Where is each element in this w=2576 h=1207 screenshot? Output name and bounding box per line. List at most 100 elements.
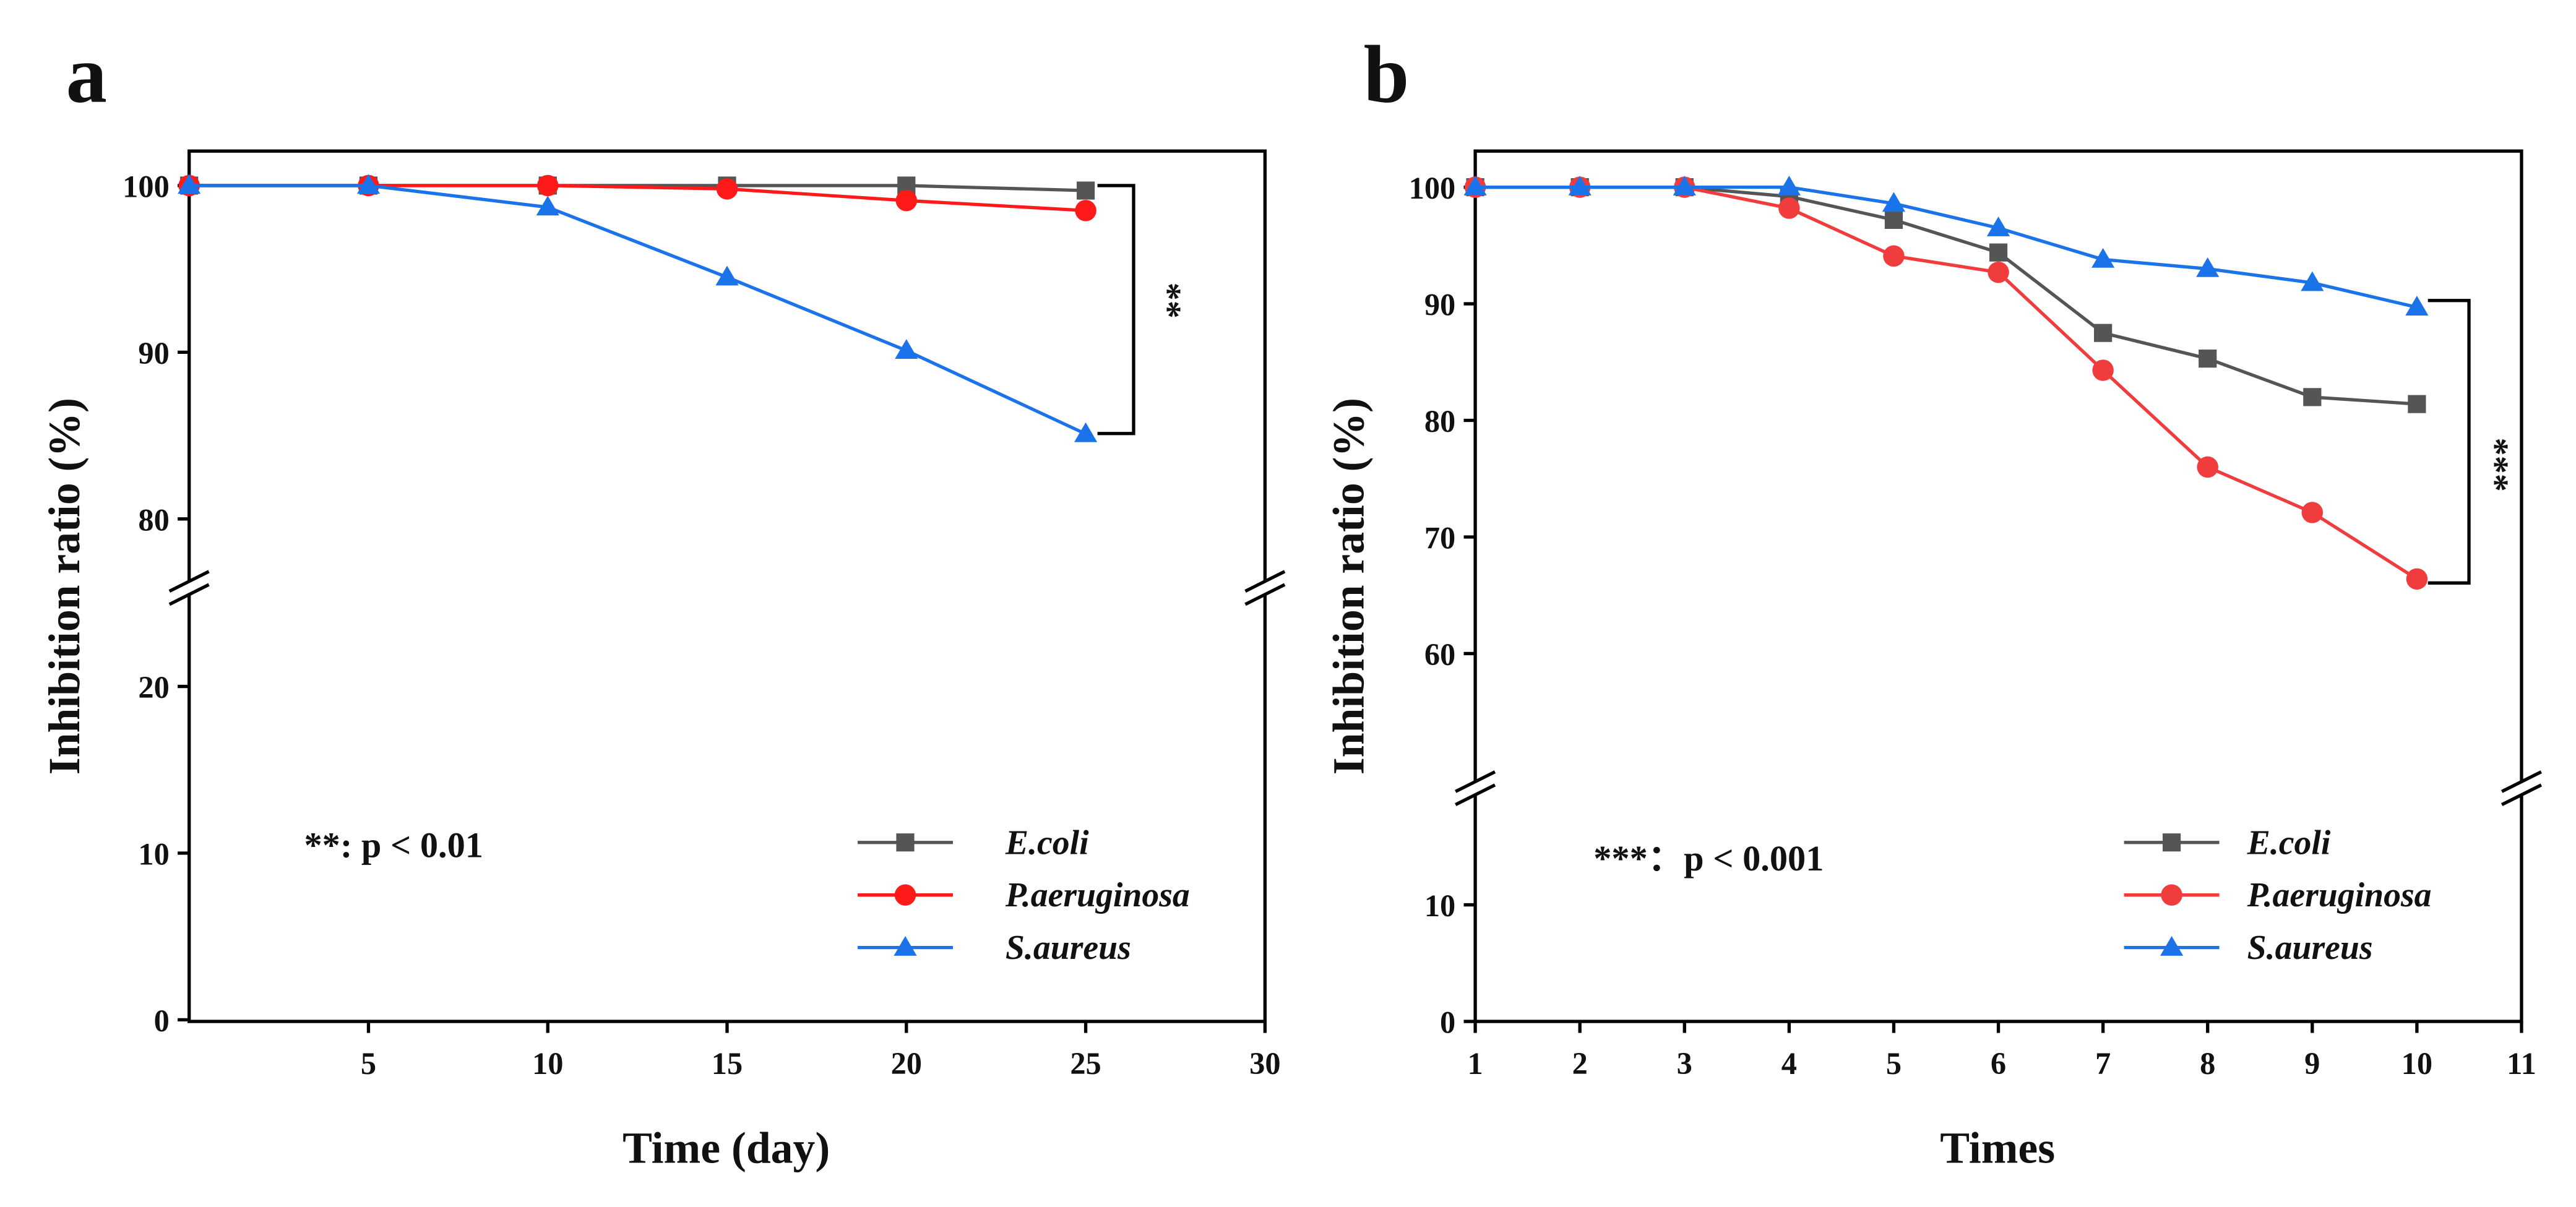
x-tick-label: 11	[2507, 1046, 2536, 1081]
y-tick-label: 80	[1424, 404, 1455, 439]
legend-label: S.aureus	[2247, 929, 2373, 967]
x-tick-label: 1	[1467, 1046, 1483, 1081]
data-point-triangle	[1673, 176, 1696, 195]
data-point-triangle	[1882, 192, 1906, 212]
data-point-circle	[2301, 502, 2324, 523]
series-line-s-aureus	[1475, 185, 2418, 309]
legend-marker-circle	[2161, 884, 2182, 906]
significance-bracket	[1097, 184, 1135, 436]
axis-break-mark	[2501, 783, 2543, 807]
y-axis-label-b: Inhibition ratio (%)	[1324, 398, 1374, 775]
y-tick-label: 100	[1409, 171, 1456, 205]
data-point-square	[2303, 388, 2322, 406]
data-point-triangle	[2301, 271, 2324, 291]
data-point-circle	[536, 174, 559, 197]
legend-label: P.aeruginosa	[2247, 876, 2432, 914]
legend-label: S.aureus	[1006, 929, 1131, 967]
x-tick-label: 5	[361, 1046, 376, 1081]
data-point-square	[1884, 210, 1903, 229]
bracket-stars-b: ***	[2476, 437, 2516, 492]
axis-break-mark	[1455, 770, 1496, 793]
data-point-circle	[1778, 197, 1800, 219]
data-point-circle	[1988, 261, 2009, 283]
data-point-circle	[1883, 245, 1905, 267]
y-tick-label: 0	[154, 1003, 170, 1038]
data-point-triangle	[2196, 257, 2220, 277]
data-point-circle	[2092, 359, 2114, 381]
y-tick-label: 60	[1424, 637, 1455, 672]
x-axis-label-b: Times	[1940, 1123, 2055, 1172]
data-point-triangle	[1568, 176, 1592, 195]
panel-a-chart: a Time (day) Inhibition ratio (%) **: p …	[40, 29, 1286, 1172]
x-tick-label: 2	[1572, 1046, 1588, 1081]
data-point-circle	[716, 178, 738, 200]
y-tick-label: 70	[1424, 521, 1455, 556]
legend-label: E.coli	[2247, 823, 2331, 862]
y-tick-label: 90	[1424, 288, 1455, 322]
bracket-stars-a: **	[1148, 283, 1189, 319]
y-tick-label: 100	[123, 170, 170, 204]
series-line-p-aeruginosa	[189, 184, 1086, 213]
x-tick-label: 7	[2095, 1046, 2111, 1081]
y-tick-label: 0	[1440, 1005, 1455, 1040]
data-point-triangle	[715, 265, 739, 286]
data-point-triangle	[2091, 247, 2115, 268]
significance-bracket	[2427, 299, 2471, 585]
significance-note-b: ***：p < 0.001	[1593, 838, 1824, 878]
series-line-e-coli	[1475, 185, 2418, 406]
y-tick-label: 10	[138, 837, 169, 872]
x-tick-label: 8	[2200, 1046, 2215, 1081]
x-tick-label: 20	[891, 1046, 922, 1081]
series-line-s-aureus	[189, 184, 1087, 436]
axis-break-mark	[1455, 783, 1496, 807]
y-tick-label: 20	[138, 670, 169, 705]
legend-label: E.coli	[1005, 823, 1089, 862]
axis-break-mark	[168, 583, 210, 606]
legend-marker-triangle	[2160, 936, 2184, 956]
panel-b-chart: b Times Inhibition ratio (%) ***：p < 0.0…	[1324, 29, 2543, 1172]
x-tick-label: 10	[532, 1046, 563, 1081]
x-tick-label: 4	[1781, 1046, 1797, 1081]
x-tick-label: 9	[2304, 1046, 2320, 1081]
data-point-triangle	[1777, 176, 1801, 195]
x-tick-label: 25	[1070, 1046, 1101, 1081]
data-point-triangle	[2405, 296, 2429, 316]
data-point-triangle	[895, 339, 918, 359]
axis-break-mark	[2501, 770, 2543, 793]
data-point-square	[2408, 395, 2426, 413]
data-point-triangle	[1463, 176, 1487, 195]
x-tick-label: 30	[1249, 1046, 1280, 1081]
legend-marker-circle	[894, 884, 916, 906]
y-axis-label-a: Inhibition ratio (%)	[40, 398, 89, 775]
data-point-triangle	[1074, 422, 1098, 442]
data-point-triangle	[536, 195, 559, 216]
data-point-circle	[1075, 200, 1096, 221]
data-point-circle	[2406, 568, 2428, 590]
y-tick-label: 10	[1424, 888, 1455, 923]
data-point-triangle	[178, 174, 201, 194]
data-point-square	[2199, 350, 2217, 368]
data-point-square	[1076, 181, 1095, 200]
data-point-square	[1989, 243, 2008, 262]
legend-label: P.aeruginosa	[1005, 876, 1190, 914]
x-tick-label: 3	[1677, 1046, 1692, 1081]
x-tick-label: 5	[1886, 1046, 1902, 1081]
axis-break-mark	[1244, 570, 1286, 593]
x-tick-label: 15	[712, 1046, 743, 1081]
data-point-triangle	[356, 174, 381, 194]
x-tick-label: 6	[1991, 1046, 2006, 1081]
legend-marker-square	[896, 833, 915, 852]
x-tick-label: 10	[2402, 1046, 2432, 1081]
data-point-circle	[2197, 456, 2218, 478]
axis-break-mark	[1244, 583, 1286, 606]
panel-label-a: a	[66, 29, 107, 120]
panel-label-b: b	[1364, 29, 1410, 120]
data-point-circle	[895, 189, 918, 212]
y-tick-label: 90	[138, 336, 169, 371]
significance-note-a: **: p < 0.01	[304, 825, 483, 866]
x-axis-label-a: Time (day)	[622, 1123, 830, 1172]
legend-marker-square	[2162, 833, 2181, 852]
y-tick-label: 80	[138, 502, 169, 537]
data-point-square	[2094, 324, 2113, 342]
